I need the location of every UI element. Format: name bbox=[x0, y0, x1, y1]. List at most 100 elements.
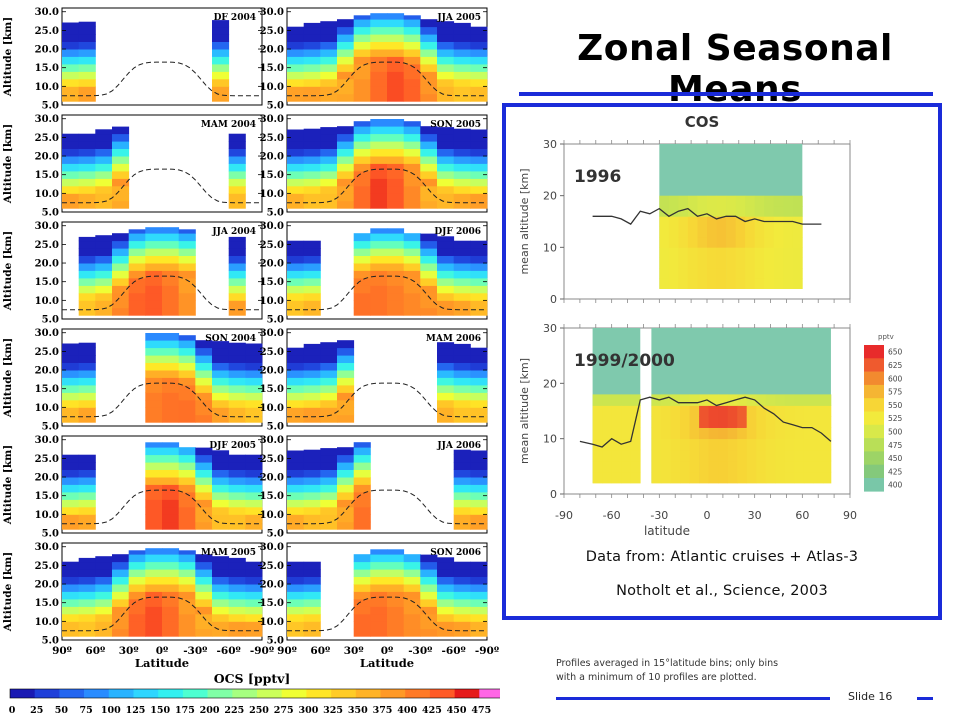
ocs-bin bbox=[162, 399, 180, 408]
ocs-bin bbox=[370, 270, 388, 279]
ocs-bin bbox=[420, 606, 438, 615]
y-tick-label: 25.0 bbox=[260, 347, 284, 358]
ocs-bin bbox=[370, 64, 388, 72]
ocs-bin bbox=[212, 392, 230, 401]
ocs-bin bbox=[178, 362, 196, 371]
ocs-bin bbox=[178, 278, 196, 286]
cos-bin bbox=[773, 237, 784, 248]
ocs-bin bbox=[112, 307, 130, 316]
ocs-bin bbox=[437, 21, 455, 28]
ocs-bin bbox=[470, 569, 488, 577]
cos-bin bbox=[651, 449, 662, 462]
cos-bin bbox=[602, 471, 612, 484]
cos-bin bbox=[687, 226, 698, 238]
ocs-bin bbox=[62, 514, 80, 523]
cos-bin bbox=[680, 394, 690, 406]
colorbar-swatch bbox=[59, 689, 85, 698]
ocs-bin bbox=[287, 414, 305, 423]
ocs-bin bbox=[403, 71, 421, 80]
ocs-bin bbox=[337, 454, 355, 463]
cos-mean-altitude-line bbox=[579, 396, 832, 448]
ocs-bin bbox=[353, 599, 371, 607]
ocs-bin bbox=[195, 554, 213, 563]
ocs-bin bbox=[228, 576, 246, 585]
ocs-bin bbox=[62, 492, 80, 500]
cos-bin bbox=[783, 247, 794, 258]
ocs-bin bbox=[145, 477, 163, 485]
ocs-bin bbox=[320, 484, 338, 493]
ocs-bin bbox=[403, 178, 421, 187]
cos-bin bbox=[697, 268, 708, 279]
ocs-bin bbox=[453, 576, 471, 585]
cos-bin bbox=[726, 257, 736, 269]
ocs-bin bbox=[420, 133, 438, 142]
ocs-bin bbox=[287, 185, 305, 194]
ocs-bin bbox=[470, 163, 488, 172]
cos-bin bbox=[765, 438, 776, 451]
ocs-bin bbox=[370, 255, 388, 264]
ocs-bin bbox=[387, 561, 405, 570]
ocs-bin bbox=[370, 200, 388, 209]
ocs-bin bbox=[287, 385, 305, 393]
ocs-bin bbox=[437, 414, 455, 423]
ocs-bin bbox=[453, 292, 471, 301]
ocs-bin bbox=[78, 156, 96, 164]
ocs-bin bbox=[337, 126, 355, 135]
cos-bin bbox=[764, 268, 775, 279]
cos-bin bbox=[803, 460, 814, 473]
cos-bin bbox=[735, 278, 746, 289]
y-tick-label: 20.0 bbox=[35, 152, 59, 163]
ocs-bin bbox=[303, 141, 321, 149]
ocs-bin bbox=[128, 599, 146, 607]
x-tick-label: -30º bbox=[408, 645, 432, 657]
ocs-bin bbox=[353, 71, 371, 80]
ocs-bin bbox=[370, 240, 388, 249]
cos-colorbar-tick-label: 525 bbox=[888, 414, 903, 423]
ocs-bin bbox=[112, 240, 130, 249]
y-tick-label: 10.0 bbox=[35, 82, 59, 93]
y-tick-label: 30.0 bbox=[260, 542, 284, 553]
ocs-bin bbox=[470, 200, 488, 209]
ocs-bin bbox=[195, 569, 213, 577]
ocs-bin bbox=[228, 255, 246, 264]
tropopause-line bbox=[62, 275, 262, 311]
panel-label: SON 2005 bbox=[430, 120, 481, 130]
ocs-bin bbox=[112, 263, 130, 271]
ocs-bin bbox=[470, 606, 488, 615]
cos-bin bbox=[592, 427, 603, 440]
ocs-bin bbox=[95, 248, 113, 256]
ocs-bin bbox=[437, 178, 455, 187]
ocs-bin bbox=[437, 307, 455, 316]
ocs-bin bbox=[403, 591, 421, 600]
cos-bin bbox=[716, 247, 727, 258]
ocs-bin bbox=[78, 148, 96, 157]
colorbar-tick-label: 75 bbox=[79, 705, 92, 716]
cos-bin bbox=[726, 195, 736, 207]
ocs-bin bbox=[470, 521, 488, 530]
ocs-bin bbox=[287, 392, 305, 401]
ocs-bin bbox=[145, 233, 163, 242]
cos-bin bbox=[803, 427, 814, 440]
ocs-bin bbox=[303, 606, 321, 615]
ocs-bin bbox=[437, 193, 455, 202]
ocs-bin bbox=[437, 370, 455, 378]
ocs-bin bbox=[128, 255, 146, 264]
ocs-bin bbox=[145, 514, 163, 523]
y-tick-label: 5.0 bbox=[267, 422, 284, 433]
ocs-bin bbox=[403, 15, 421, 20]
cos-bin bbox=[630, 394, 641, 406]
ocs-bin bbox=[145, 278, 163, 286]
ocs-bin bbox=[195, 469, 213, 478]
ocs-bin bbox=[145, 576, 163, 585]
ocs-bin bbox=[353, 26, 371, 35]
ocs-bin bbox=[287, 248, 305, 256]
ocs-bin bbox=[178, 377, 196, 386]
ocs-bin bbox=[337, 93, 355, 102]
x-tick-label: 30º bbox=[344, 645, 364, 657]
ocs-bin bbox=[470, 86, 488, 95]
ocs-bin bbox=[370, 233, 388, 242]
cos-bin bbox=[726, 237, 736, 248]
ocs-bin bbox=[353, 78, 371, 87]
colorbar-tick-label: 300 bbox=[298, 705, 318, 716]
ocs-bin bbox=[245, 569, 263, 577]
